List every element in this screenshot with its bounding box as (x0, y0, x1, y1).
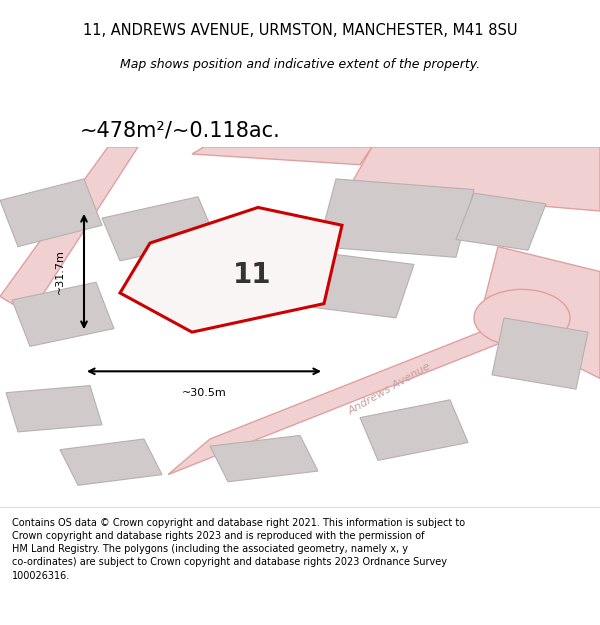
Circle shape (474, 289, 570, 346)
Text: ~31.7m: ~31.7m (55, 249, 65, 294)
Polygon shape (0, 179, 102, 247)
Text: 11, ANDREWS AVENUE, URMSTON, MANCHESTER, M41 8SU: 11, ANDREWS AVENUE, URMSTON, MANCHESTER,… (83, 23, 517, 38)
Text: Contains OS data © Crown copyright and database right 2021. This information is : Contains OS data © Crown copyright and d… (12, 518, 465, 581)
Polygon shape (360, 400, 468, 461)
Text: ~478m²/~0.118ac.: ~478m²/~0.118ac. (80, 120, 280, 140)
Polygon shape (12, 282, 114, 346)
Polygon shape (348, 147, 600, 211)
Polygon shape (492, 318, 588, 389)
Polygon shape (102, 197, 216, 261)
Polygon shape (312, 254, 414, 318)
Polygon shape (456, 193, 546, 250)
Polygon shape (0, 147, 138, 314)
Polygon shape (192, 147, 372, 165)
Polygon shape (480, 247, 600, 378)
Polygon shape (6, 386, 102, 432)
Text: ~30.5m: ~30.5m (182, 388, 226, 398)
Polygon shape (120, 208, 342, 332)
Text: Andrews Avenue: Andrews Avenue (347, 361, 433, 417)
Polygon shape (168, 296, 570, 474)
Polygon shape (210, 436, 318, 482)
Polygon shape (318, 179, 474, 258)
Polygon shape (60, 439, 162, 485)
Text: 11: 11 (233, 261, 271, 289)
Text: Map shows position and indicative extent of the property.: Map shows position and indicative extent… (120, 58, 480, 71)
